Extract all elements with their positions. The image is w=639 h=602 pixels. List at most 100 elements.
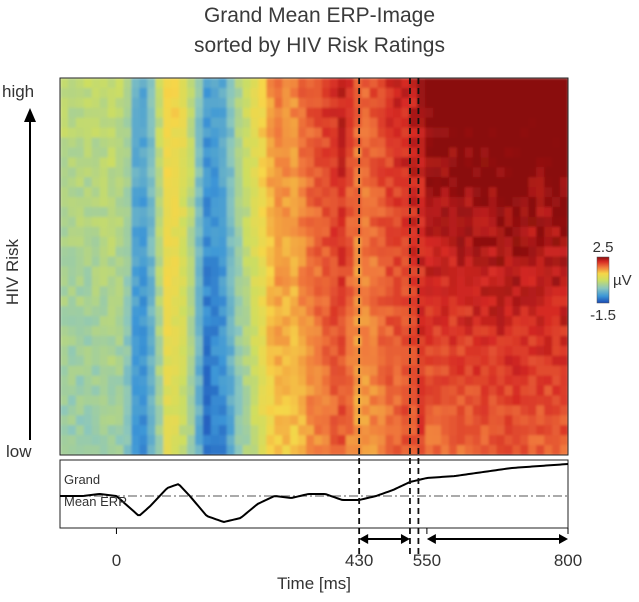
heatmap-cell: [155, 385, 164, 397]
heatmap-cell: [321, 197, 331, 208]
heatmap-cell: [115, 316, 125, 327]
heatmap-cell: [250, 137, 260, 149]
heatmap-cell: [202, 286, 212, 297]
heatmap-cell: [552, 246, 561, 258]
heatmap-cell: [321, 216, 331, 228]
heatmap-cell: [242, 306, 252, 317]
heatmap-cell: [107, 256, 117, 268]
heatmap-cell: [369, 117, 379, 129]
heatmap-cell: [91, 246, 101, 258]
heatmap-cell: [250, 127, 260, 139]
heatmap-cell: [67, 375, 77, 387]
heatmap-cell: [314, 276, 323, 287]
heatmap-cell: [464, 445, 474, 455]
heatmap-cell: [377, 326, 387, 337]
heatmap-cell: [488, 97, 498, 109]
heatmap-cell: [512, 246, 521, 258]
heatmap-cell: [314, 296, 323, 307]
heatmap-cell: [171, 435, 180, 446]
heatmap-cell: [401, 107, 410, 119]
heatmap-cell: [544, 206, 553, 218]
heatmap-cell: [115, 276, 125, 287]
heatmap-cell: [163, 385, 172, 397]
heatmap-cell: [131, 395, 140, 406]
heatmap-cell: [321, 405, 331, 416]
heatmap-cell: [361, 107, 371, 119]
heatmap-cell: [544, 286, 553, 297]
heatmap-cell: [472, 97, 482, 109]
heatmap-cell: [115, 117, 125, 129]
heatmap-cell: [242, 246, 252, 258]
heatmap-cell: [210, 385, 220, 397]
heatmap-cell: [441, 107, 450, 119]
heatmap-cell: [274, 306, 283, 317]
heatmap-cell: [266, 78, 275, 89]
heatmap-cell: [520, 256, 529, 268]
heatmap-cell: [226, 246, 236, 258]
heatmap-cell: [107, 236, 117, 248]
heatmap-cell: [417, 435, 426, 446]
heatmap-cell: [345, 276, 355, 287]
heatmap-cell: [218, 216, 228, 228]
heatmap-cell: [456, 206, 466, 218]
heatmap-cell: [417, 375, 426, 387]
heatmap-cells: [60, 78, 568, 455]
heatmap-cell: [528, 206, 537, 218]
heatmap-cell: [369, 216, 379, 228]
heatmap-cell: [139, 197, 148, 208]
heatmap-cell: [464, 78, 474, 89]
heatmap-cell: [179, 147, 188, 158]
heatmap-cell: [321, 415, 331, 426]
heatmap-cell: [337, 197, 347, 208]
heatmap-cell: [91, 236, 101, 248]
heatmap-cell: [441, 246, 450, 258]
heatmap-cell: [266, 306, 275, 317]
heatmap-cell: [75, 395, 85, 406]
heatmap-cell: [194, 395, 204, 406]
heatmap-cell: [242, 435, 252, 446]
heatmap-cell: [480, 87, 490, 99]
window-arrow-head-right: [400, 534, 410, 544]
heatmap-cell: [75, 256, 85, 268]
heatmap-cell: [99, 306, 109, 317]
heatmap-cell: [472, 246, 482, 258]
heatmap-cell: [282, 177, 291, 188]
heatmap-cell: [282, 187, 291, 198]
heatmap-cell: [361, 326, 371, 337]
heatmap-cell: [496, 435, 506, 446]
heatmap-cell: [504, 306, 514, 317]
heatmap-cell: [131, 87, 140, 99]
heatmap-cell: [298, 137, 307, 149]
heatmap-cell: [115, 97, 125, 109]
heatmap-cell: [433, 385, 442, 397]
heatmap-cell: [115, 355, 125, 367]
heatmap-cell: [329, 326, 339, 337]
heatmap-cell: [210, 197, 220, 208]
heatmap-cell: [560, 97, 568, 109]
heatmap-cell: [202, 177, 212, 188]
heatmap-cell: [179, 266, 188, 278]
heatmap-cell: [480, 335, 490, 347]
heatmap-cell: [393, 246, 402, 258]
heatmap-cell: [560, 216, 568, 228]
heatmap-cell: [67, 187, 77, 198]
heatmap-cell: [210, 157, 220, 168]
heatmap-cell: [266, 435, 275, 446]
heatmap-cell: [202, 256, 212, 268]
heatmap-cell: [377, 107, 387, 119]
heatmap-cell: [552, 296, 561, 307]
heatmap-cell: [417, 87, 426, 99]
heatmap-cell: [147, 326, 156, 337]
heatmap-cell: [369, 355, 379, 367]
heatmap-cell: [433, 87, 442, 99]
heatmap-cell: [464, 256, 474, 268]
heatmap-cell: [552, 197, 561, 208]
heatmap-cell: [83, 216, 93, 228]
heatmap-cell: [417, 306, 426, 317]
heatmap-cell: [385, 425, 394, 436]
heatmap-cell: [274, 415, 283, 426]
heatmap-cell: [488, 365, 498, 377]
heatmap-cell: [456, 87, 466, 99]
heatmap-cell: [234, 256, 244, 268]
heatmap-cell: [131, 246, 140, 258]
